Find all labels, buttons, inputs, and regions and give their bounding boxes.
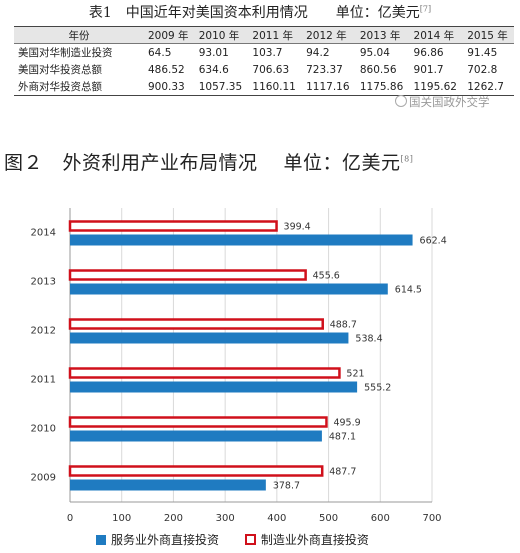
legend-swatch-services [96, 535, 106, 545]
x-tick-label: 400 [267, 513, 286, 524]
bar-services [70, 234, 413, 246]
x-tick-label: 0 [67, 513, 73, 524]
data-label-services: 614.5 [395, 285, 422, 296]
table-cell: 95.04 [359, 46, 390, 59]
x-tick-label: 500 [319, 513, 338, 524]
y-category-label: 2009 [31, 473, 56, 484]
data-label-manufacturing: 495.9 [333, 418, 360, 429]
table-cell: 860.56 [359, 63, 397, 76]
table-row: 美国对华制造业投资 64.5 93.01 103.7 94.2 95.04 96… [14, 44, 514, 62]
bar-services [70, 479, 266, 491]
bar-services [70, 332, 349, 344]
table-cell: 96.86 [413, 46, 444, 59]
data-label-manufacturing: 488.7 [330, 320, 357, 331]
table-cell: 93.01 [198, 46, 229, 59]
table-cell: 94.2 [306, 46, 330, 59]
table-cell: 634.6 [198, 63, 229, 76]
table-cell: 1262.7 [467, 80, 504, 93]
bar-manufacturing [68, 269, 307, 281]
legend-item-manufacturing: 制造业外商直接投资 [244, 531, 369, 548]
y-category-label: 2011 [31, 375, 56, 386]
bar-manufacturing [68, 318, 324, 330]
x-tick-label: 100 [112, 513, 131, 524]
table-title-note: [7] [419, 4, 432, 14]
table-cell: 103.7 [252, 46, 283, 59]
table-header-cell: 2012 年 [302, 26, 356, 44]
table-header-cell: 2010 年 [194, 26, 249, 44]
table-header-cell: 2015 年 [463, 26, 514, 44]
data-label-services: 662.4 [420, 236, 447, 247]
table-cell: 900.33 [148, 80, 185, 93]
bar-services [70, 283, 388, 295]
table-title: 表1 中国近年对美国资本利用情况 单位：亿美元[7] [88, 4, 432, 21]
table-header-cell: 2009 年 [144, 26, 195, 44]
table-cell: 486.52 [148, 63, 185, 76]
data-label-manufacturing: 487.7 [329, 467, 356, 478]
chart-legend: 服务业外商直接投资 制造业外商直接投资 [96, 531, 391, 548]
table-cell: 1195.62 [413, 80, 457, 93]
table-cell: 702.8 [467, 63, 498, 76]
bar-manufacturing [68, 416, 328, 428]
data-label-services: 378.7 [273, 481, 300, 492]
data-label-manufacturing: 521 [346, 369, 364, 380]
data-label-services: 555.2 [364, 383, 391, 394]
table-row: 外商对华投资总额 900.33 1057.35 1160.11 1117.16 … [14, 78, 514, 96]
table-row: 美国对华投资总额 486.52 634.6 706.63 723.37 860.… [14, 61, 514, 78]
x-tick-label: 600 [371, 513, 390, 524]
x-tick-label: 700 [422, 513, 441, 524]
row-label: 外商对华投资总额 [18, 81, 102, 93]
data-label-services: 538.4 [355, 334, 382, 345]
wechat-logo-icon [395, 95, 407, 107]
data-label-manufacturing: 399.4 [284, 222, 311, 233]
table-cell: 1160.11 [252, 80, 296, 93]
watermark: 国关国政外交学 [395, 94, 490, 110]
y-category-label: 2012 [31, 326, 56, 337]
bar-chart: 0 100 200 300 400 500 600 700 2014 399.4 662.4 2013… [31, 208, 447, 524]
bar-services [70, 381, 358, 393]
row-label: 美国对华制造业投资 [18, 47, 113, 59]
bar-manufacturing [68, 220, 278, 232]
table-cell: 1117.16 [306, 80, 350, 93]
y-category-label: 2010 [31, 424, 56, 435]
chart-title-note: [8] [400, 154, 414, 164]
data-label-manufacturing: 455.6 [313, 271, 340, 282]
table-header-cell: 2011 年 [248, 26, 303, 44]
capital-table: 年份 2009 年 2010 年 2011 年 2012 年 2013 年 20… [14, 26, 514, 96]
chart-title: 图２ 外资利用产业布局情况 单位：亿美元[8] [4, 152, 414, 174]
table-header-row: 年份 2009 年 2010 年 2011 年 2012 年 2013 年 20… [14, 26, 514, 44]
table-cell: 91.45 [467, 46, 498, 59]
table-cell: 1057.35 [198, 80, 243, 93]
table-cell: 706.63 [252, 63, 290, 76]
legend-swatch-manufacturing [244, 534, 256, 545]
data-label-services: 487.1 [329, 432, 356, 443]
y-category-label: 2013 [31, 277, 56, 288]
x-tick-label: 300 [216, 513, 235, 524]
table-cell: 1175.86 [359, 80, 404, 93]
table-header-cell: 年份 [14, 26, 144, 44]
y-category-label: 2014 [31, 228, 56, 239]
bar-manufacturing [68, 367, 341, 379]
table-cell: 723.37 [306, 63, 343, 76]
table-header-cell: 2013 年 [355, 26, 410, 44]
legend-item-services: 服务业外商直接投资 [96, 531, 219, 548]
x-tick-label: 200 [164, 513, 183, 524]
bar-services [70, 430, 322, 442]
table-header-cell: 2014 年 [409, 26, 464, 44]
table-cell: 901.7 [413, 63, 444, 76]
bar-manufacturing [68, 465, 324, 477]
row-label: 美国对华投资总额 [18, 64, 102, 76]
table-cell: 64.5 [148, 46, 172, 59]
